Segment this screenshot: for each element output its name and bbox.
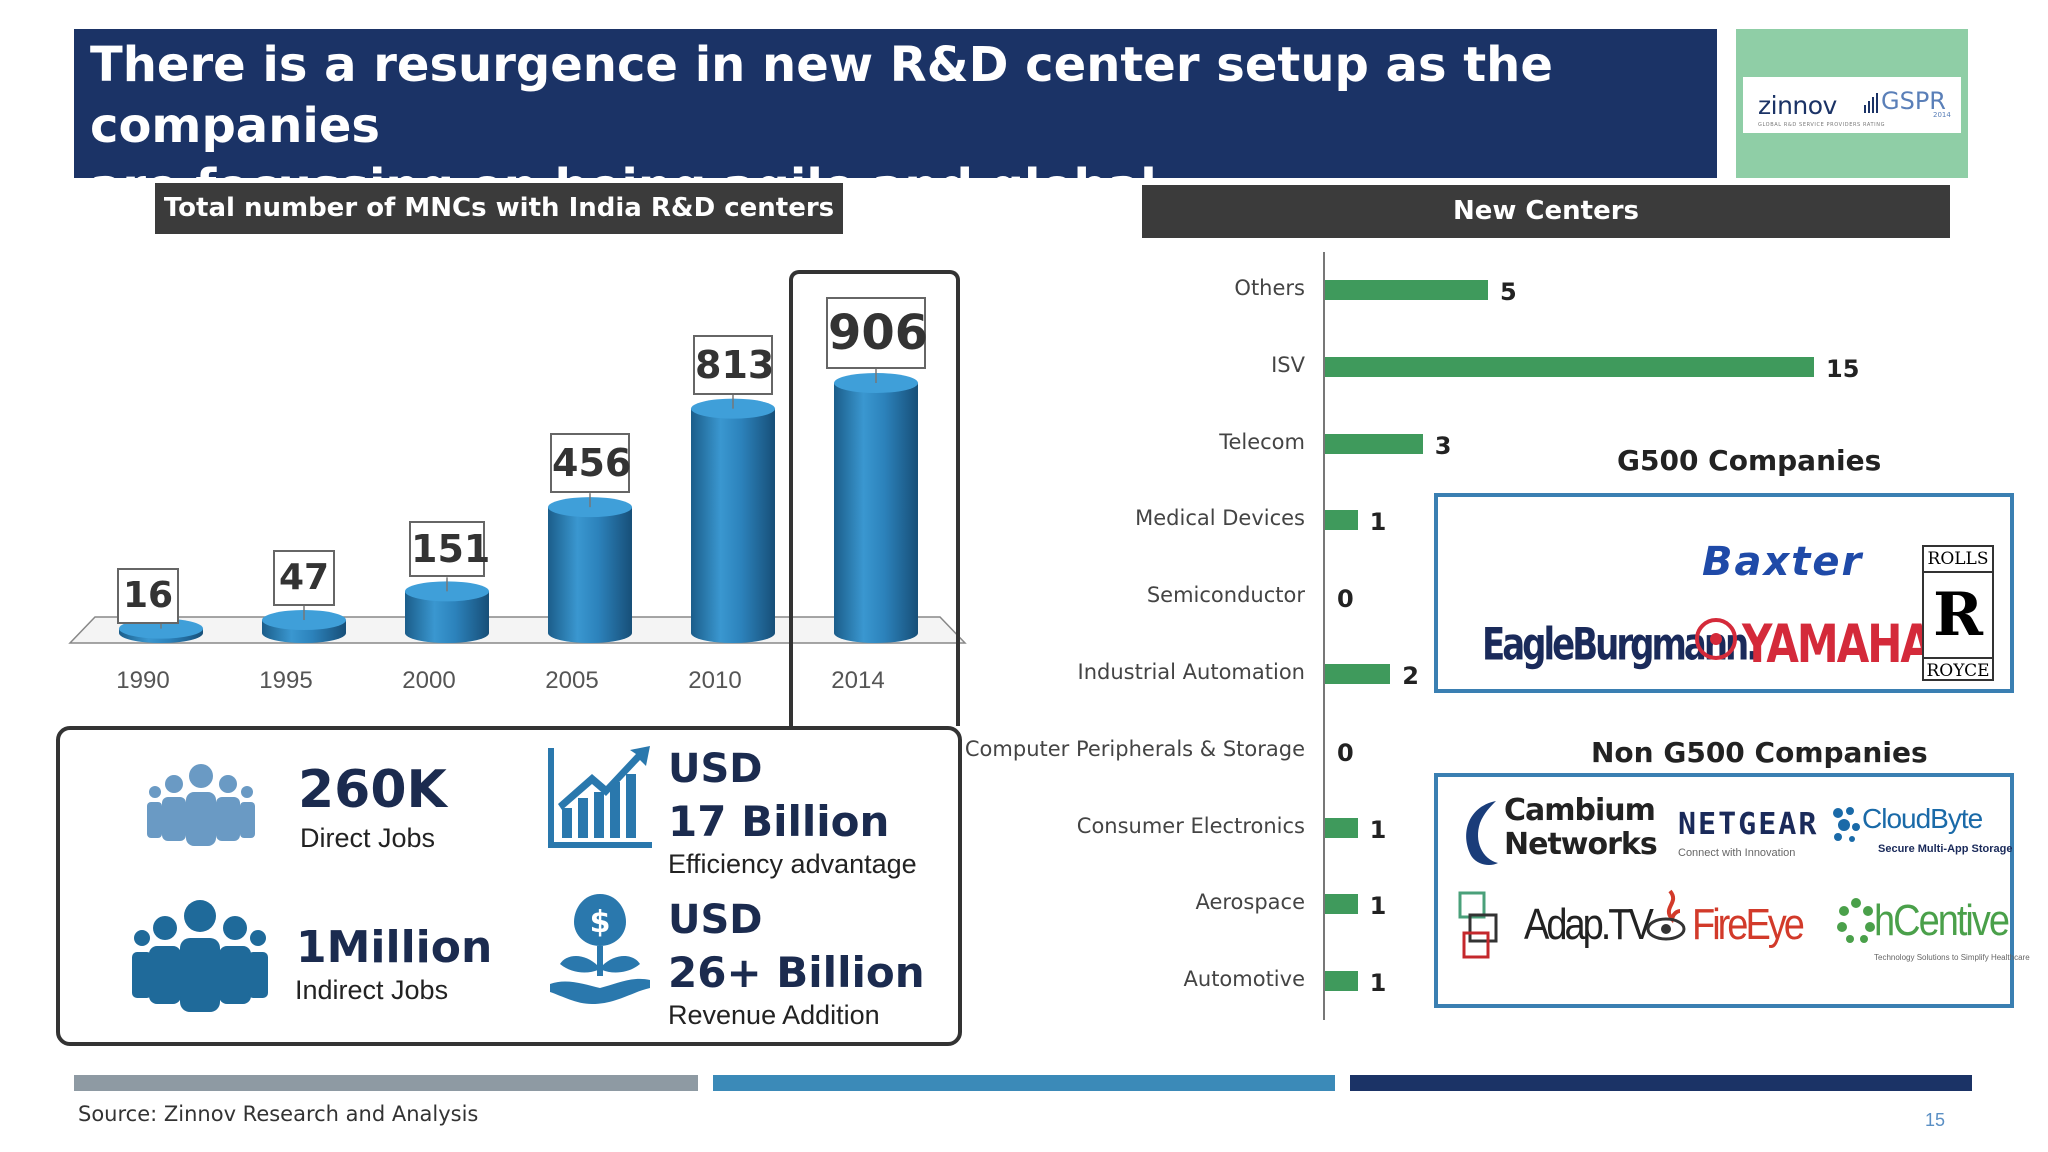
hcentive-logo: hCentive: [1874, 897, 2010, 946]
hbar-2: [1325, 433, 1423, 454]
people-group-icon: [132, 900, 268, 1012]
impact-stats-panel: [56, 726, 962, 1046]
x-tick-2000: 2000: [402, 667, 456, 694]
hcentive-tagline: Technology Solutions to Simplify Healthc…: [1874, 953, 2030, 962]
money-plant-hand-icon: $: [550, 894, 650, 1004]
x-tick-2005: 2005: [545, 667, 599, 694]
non-g500-logos-box: Cambium Networks NETGEAR Connect with In…: [1434, 773, 2030, 1008]
efficiency-value: 17 Billion: [668, 797, 890, 846]
logo-product: GSPR: [1881, 87, 1946, 115]
royce-text: ROYCE: [1924, 657, 1992, 683]
g500-title: G500 Companies: [1617, 444, 1882, 477]
rr-monogram-icon: R: [1933, 580, 1983, 650]
fireeye-logo: FireEye: [1692, 901, 1805, 950]
category-label-7: Consumer Electronics: [1076, 813, 1305, 838]
adaptv-squares-icon: [1458, 891, 1498, 959]
hbar-value-3: 1: [1369, 508, 1387, 537]
people-group-icon: [147, 764, 255, 846]
category-label-9: Automotive: [1183, 967, 1305, 992]
hbar-7: [1325, 817, 1358, 838]
page-title: There is a resurgence in new R&D center …: [74, 29, 1717, 215]
value-label-2000: 151: [409, 521, 490, 578]
category-label-8: Aerospace: [1195, 890, 1305, 915]
footer-bar-navy: [1350, 1075, 1972, 1091]
cambium-swoosh-icon: [1466, 801, 1498, 865]
revenue-label: Revenue Addition: [668, 1000, 880, 1030]
efficiency-prefix: USD: [668, 746, 763, 792]
source-note: Source: Zinnov Research and Analysis: [78, 1102, 479, 1126]
bar-2005: [548, 507, 632, 643]
x-tick-2014: 2014: [831, 667, 885, 694]
signal-bars-icon: [1864, 93, 1878, 113]
logo-brand: zinnov: [1758, 91, 1837, 120]
direct-jobs-label: Direct Jobs: [300, 823, 436, 853]
g500-logos-box: Baxter EagleBurgmann. YAMAHA ROLLS R ROY…: [1434, 493, 2014, 693]
rolls-royce-logo: ROLLS R ROYCE: [1922, 545, 1994, 681]
hbar-value-2: 3: [1434, 431, 1452, 460]
cambium-logo-line2: Networks: [1504, 827, 1658, 862]
hbar-value-7: 1: [1369, 815, 1387, 844]
footer-bar-blue: [713, 1075, 1335, 1091]
growth-chart-icon: [548, 746, 652, 848]
netgear-tagline: Connect with Innovation: [1678, 847, 1796, 859]
efficiency-label: Efficiency advantage: [668, 849, 917, 879]
hbar-value-0: 5: [1500, 278, 1517, 306]
bar-2010: [691, 408, 775, 643]
cloudbyte-tagline: Secure Multi-App Storage: [1878, 843, 2013, 855]
cloudbyte-dots-icon: [1833, 807, 1860, 842]
indirect-jobs-label: Indirect Jobs: [295, 975, 449, 1005]
mnc-rd-centers-chart: [68, 369, 967, 644]
hbar-9: [1325, 971, 1358, 992]
revenue-value: 26+ Billion: [668, 948, 925, 997]
eagleburgmann-logo: EagleBurgmann.: [1482, 619, 1759, 671]
hbar-value-6: 0: [1337, 738, 1354, 767]
x-tick-1995: 1995: [259, 667, 313, 694]
hbar-5: [1325, 664, 1391, 684]
hbar-0: [1325, 280, 1488, 300]
title-line-1: There is a resurgence in new R&D center …: [90, 37, 1553, 154]
hbar-1: [1325, 356, 1814, 377]
yamaha-logo: YAMAHA: [1742, 613, 1933, 675]
hbar-8: [1325, 894, 1358, 915]
value-label-1995: 47: [273, 550, 335, 607]
value-label-2014: 906: [826, 297, 928, 369]
non-g500-title: Non G500 Companies: [1591, 736, 1928, 769]
x-tick-2010: 2010: [688, 667, 742, 694]
hcentive-dots-icon: [1837, 898, 1875, 943]
logo-panel: zinnov GSPR 2014 GLOBAL R&D SERVICE PROV…: [1743, 77, 1961, 133]
fireeye-flame-icon: [1646, 889, 1686, 941]
value-label-1990: 16: [117, 568, 179, 624]
logo-year: 2014: [1933, 111, 1951, 119]
page-number: 15: [1925, 1110, 1946, 1130]
cambium-logo-line1: Cambium: [1504, 793, 1656, 828]
hbar-value-9: 1: [1369, 969, 1387, 998]
x-tick-1990: 1990: [116, 667, 170, 694]
yamaha-emblem-icon: [1695, 618, 1737, 660]
hbar-value-1: 15: [1826, 354, 1860, 383]
netgear-logo: NETGEAR: [1678, 807, 1819, 842]
hbar-value-8: 1: [1369, 892, 1387, 921]
indirect-jobs-value: 1Million: [296, 922, 493, 973]
revenue-prefix: USD: [668, 897, 763, 943]
right-chart-header: New Centers: [1142, 185, 1950, 238]
year-2014-highlight: [789, 270, 960, 726]
footer-bar-grey: [74, 1075, 698, 1091]
left-chart-header: Total number of MNCs with India R&D cent…: [155, 183, 843, 234]
bar-2014: [834, 383, 918, 643]
baxter-logo: Baxter: [1702, 539, 1864, 585]
y-axis-line: [1323, 252, 1325, 1020]
logo-tagline: GLOBAL R&D SERVICE PROVIDERS RATING: [1758, 122, 1886, 128]
hbar-value-4: 0: [1337, 585, 1354, 614]
cloudbyte-logo: CloudByte: [1862, 803, 1983, 834]
bar-2000: [405, 591, 489, 643]
svg-text:$: $: [590, 905, 611, 940]
adaptv-logo: Adap.TV: [1524, 901, 1654, 950]
hbar-value-5: 2: [1402, 662, 1419, 690]
value-label-2005: 456: [550, 433, 631, 494]
zinnov-gspr-logo: zinnov GSPR 2014 GLOBAL R&D SERVICE PROV…: [1736, 29, 1968, 178]
value-label-2010: 813: [693, 334, 774, 395]
rolls-text: ROLLS: [1924, 547, 1992, 573]
hbar-3: [1325, 510, 1358, 531]
direct-jobs-value: 260K: [298, 760, 447, 820]
